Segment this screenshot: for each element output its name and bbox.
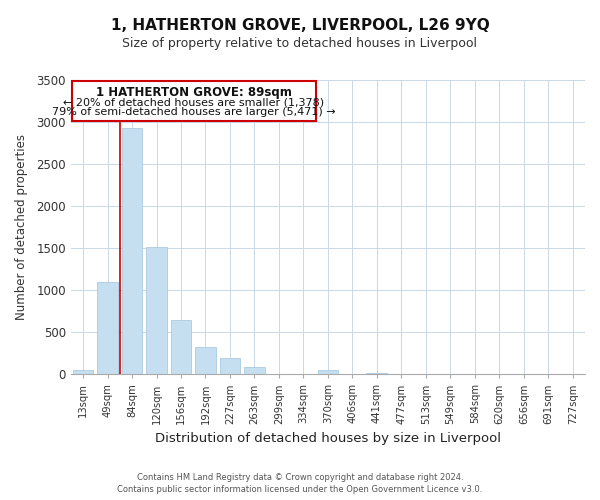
Bar (73, 370, 94, 374)
Y-axis label: Number of detached properties: Number of detached properties (15, 134, 28, 320)
Text: Contains public sector information licensed under the Open Government Licence v3: Contains public sector information licen… (118, 484, 482, 494)
Bar (195, 346, 216, 374)
Bar (97, 282, 118, 374)
Bar (122, 128, 142, 374)
Text: Contains HM Land Registry data © Crown copyright and database right 2024.: Contains HM Land Registry data © Crown c… (137, 473, 463, 482)
Text: 1 HATHERTON GROVE: 89sqm: 1 HATHERTON GROVE: 89sqm (96, 86, 292, 99)
Bar (170, 320, 191, 374)
Bar (367, 372, 387, 374)
Bar (220, 358, 241, 374)
Text: Size of property relative to detached houses in Liverpool: Size of property relative to detached ho… (122, 38, 478, 51)
Text: 1, HATHERTON GROVE, LIVERPOOL, L26 9YQ: 1, HATHERTON GROVE, LIVERPOOL, L26 9YQ (110, 18, 490, 32)
Bar (244, 367, 265, 374)
Text: 79% of semi-detached houses are larger (5,471) →: 79% of semi-detached houses are larger (… (52, 108, 335, 118)
FancyBboxPatch shape (72, 81, 316, 121)
Bar (317, 370, 338, 374)
Bar (146, 248, 167, 374)
Text: ← 20% of detached houses are smaller (1,378): ← 20% of detached houses are smaller (1,… (63, 97, 325, 107)
X-axis label: Distribution of detached houses by size in Liverpool: Distribution of detached houses by size … (155, 432, 501, 445)
